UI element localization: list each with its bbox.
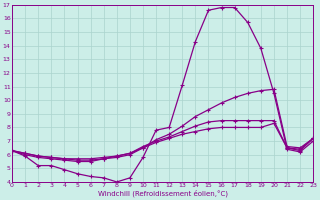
X-axis label: Windchill (Refroidissement éolien,°C): Windchill (Refroidissement éolien,°C) [98, 190, 228, 197]
